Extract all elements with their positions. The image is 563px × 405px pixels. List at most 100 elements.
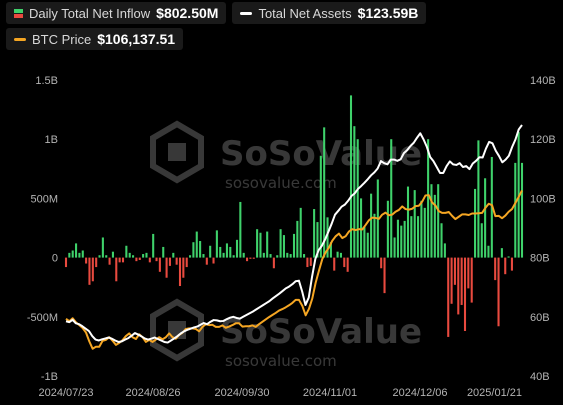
inflow-bar — [262, 252, 265, 258]
inflow-bar — [105, 255, 108, 258]
inflow-bar — [373, 213, 376, 258]
legend-assets[interactable]: Total Net Assets $123.59B — [232, 2, 427, 24]
legend-btc-label: BTC Price — [32, 31, 92, 47]
inflow-bar — [406, 186, 410, 258]
inflow-bar — [88, 257, 91, 285]
inflow-bar — [507, 256, 510, 258]
inflow-bar — [370, 193, 373, 258]
inflow-bar — [427, 139, 430, 258]
inflow-bar — [215, 230, 218, 258]
inflow-bar — [443, 243, 446, 258]
inflow-bar — [360, 198, 363, 258]
inflow-bar — [343, 257, 346, 268]
y-left-tick-label: 500M — [30, 193, 58, 205]
inflow-bar — [494, 257, 497, 281]
watermark-site-2: sosovalue.com — [225, 352, 337, 370]
inflow-bar — [319, 155, 322, 258]
inflow-bar — [101, 237, 104, 258]
inflow-bar — [225, 243, 228, 258]
sosovalue-logo-icon — [150, 120, 204, 184]
inflow-bar — [500, 248, 503, 258]
inflow-bar — [192, 242, 195, 258]
inflow-bar — [78, 252, 81, 258]
inflow-bar — [259, 232, 262, 258]
inflow-bar — [95, 257, 98, 268]
inflow-bar — [487, 245, 490, 258]
series-lines — [65, 124, 523, 350]
inflow-bar — [363, 226, 366, 258]
inflow-bar — [403, 220, 406, 258]
inflow-bar — [396, 219, 399, 258]
inflow-bar — [413, 190, 416, 258]
inflow-bar — [336, 251, 339, 258]
y-left-tick-label: 1B — [45, 134, 58, 146]
x-tick-label: 2024/09/30 — [214, 387, 269, 399]
inflow-bar — [276, 255, 279, 258]
inflow-bar — [306, 257, 309, 268]
inflow-bar — [282, 235, 285, 258]
legend-inflow[interactable]: Daily Total Net Inflow $802.50M — [6, 2, 227, 24]
x-tick-label: 2024/11/01 — [303, 387, 357, 399]
legend-assets-value: $123.59B — [357, 5, 419, 21]
inflow-bar — [175, 257, 178, 265]
inflow-bar — [212, 257, 215, 264]
inflow-bar — [162, 246, 165, 258]
inflow-bar — [158, 257, 161, 272]
btc-swatch-icon — [14, 37, 26, 41]
inflow-bar — [249, 257, 252, 259]
inflow-bar — [453, 257, 456, 285]
y-left-tick-label: 1.5B — [35, 75, 58, 87]
inflow-bar — [185, 257, 188, 268]
inflow-bar — [349, 95, 353, 258]
inflow-bar — [108, 257, 111, 265]
y-right-tick-label: 40B — [530, 371, 550, 383]
inflow-bar — [420, 200, 423, 258]
inflow-bar — [292, 233, 296, 258]
inflow-bar — [514, 162, 517, 258]
legend-inflow-value: $802.50M — [156, 5, 219, 21]
inflow-bar — [132, 255, 135, 258]
inflow-bar — [165, 257, 168, 278]
y-right-tick-label: 80B — [530, 253, 550, 265]
inflow-bar — [252, 257, 255, 259]
inflow-bar — [520, 162, 524, 258]
inflow-bar — [242, 252, 245, 258]
total-net-assets-line — [65, 124, 523, 344]
inflow-bar — [239, 201, 242, 258]
legend-btc[interactable]: BTC Price $106,137.51 — [6, 28, 184, 50]
inflow-bar — [168, 257, 171, 266]
inflow-bar — [246, 257, 249, 262]
y-right-tick-label: 140B — [530, 75, 556, 87]
y-left-tick-label: 0 — [52, 253, 58, 265]
inflow-bar — [71, 250, 74, 258]
inflow-bar — [353, 126, 356, 258]
inflow-bar — [504, 257, 507, 275]
inflow-bar — [423, 207, 426, 258]
inflow-bar — [178, 257, 182, 287]
inflow-bar — [138, 257, 141, 260]
inflow-bar — [205, 257, 208, 265]
inflow-bar — [152, 233, 155, 258]
inflow-bar — [189, 255, 192, 258]
inflow-bar — [279, 229, 282, 258]
inflow-bars — [64, 95, 524, 337]
inflow-bar — [289, 254, 292, 258]
inflow-bar — [333, 257, 336, 271]
inflow-bar — [202, 254, 205, 258]
inflow-bar — [484, 178, 487, 258]
inflow-bar — [118, 257, 121, 263]
inflow-bar — [450, 257, 453, 304]
inflow-bar — [145, 252, 148, 258]
inflow-bar — [222, 252, 225, 258]
inflow-bar — [329, 242, 332, 258]
inflow-bar — [256, 229, 259, 258]
inflow-bar — [474, 188, 477, 258]
inflow-bar — [390, 139, 393, 258]
inflow-bar — [235, 239, 239, 258]
inflow-bar — [323, 127, 326, 258]
inflow-bar — [272, 257, 275, 269]
inflow-bar — [447, 257, 450, 337]
legend-assets-label: Total Net Assets — [258, 5, 352, 21]
inflow-bar — [64, 257, 68, 268]
